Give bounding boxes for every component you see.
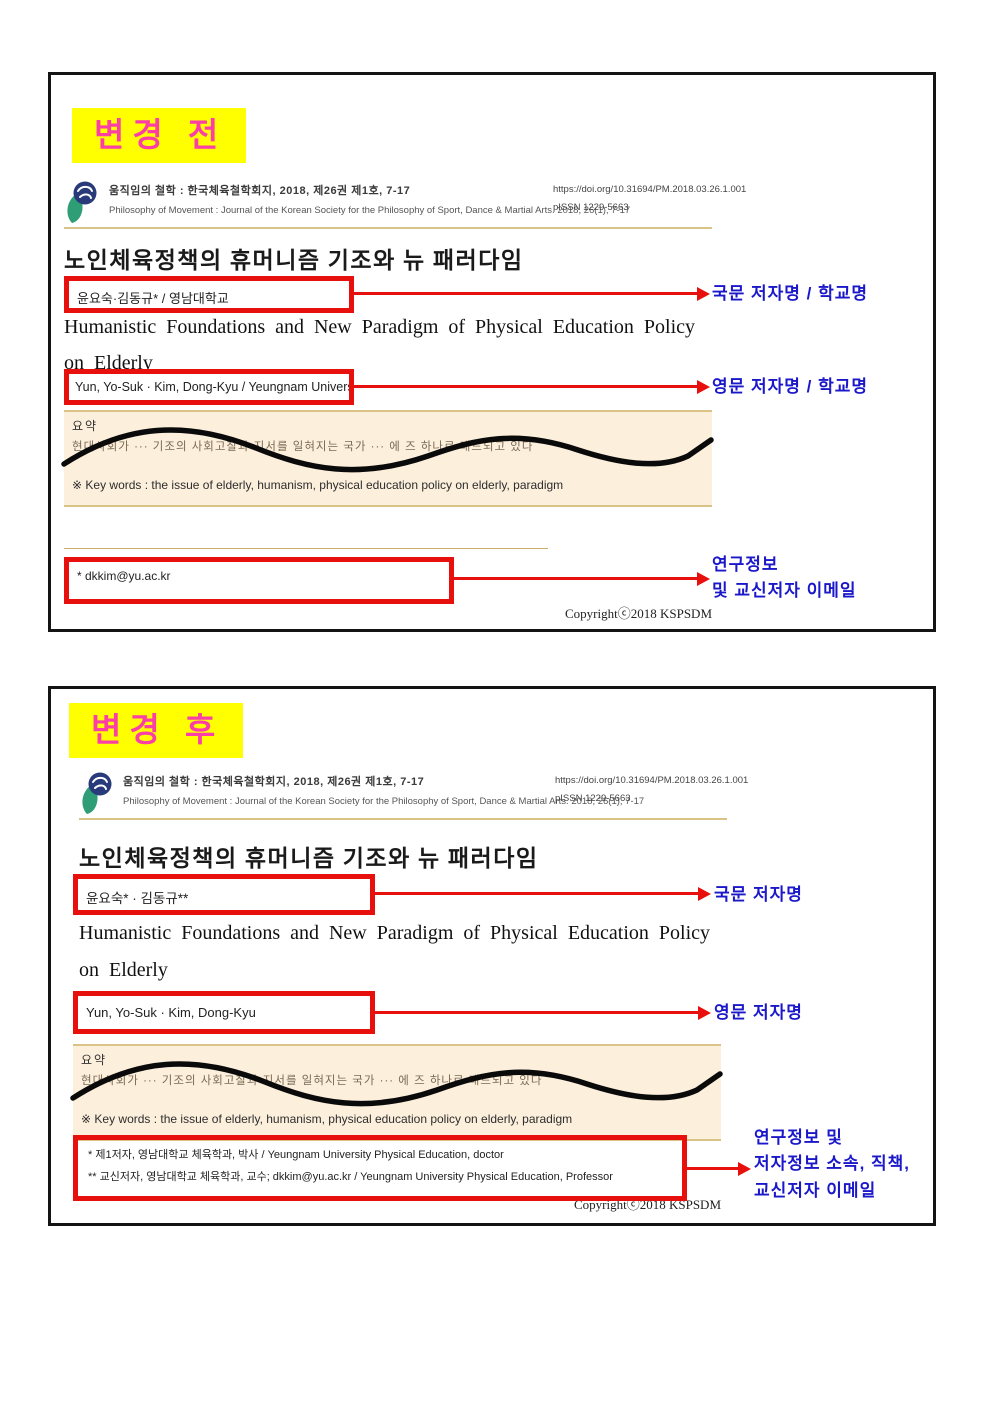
abstract-label: 요약 [72,419,99,433]
panel-after: 변경 후 움직임의 철학 : 한국체육철학회지, 2018, 제26권 제1호,… [48,686,936,1226]
paper-title-kr: 노인체육정책의 휴머니즘 기조와 뉴 패러다임 [79,846,539,871]
footnote-divider [64,548,548,549]
authors-en: Yun, Yo-Suk · Kim, Dong-Kyu [86,1005,256,1020]
abstract-obscured-text: 현대사회가 ··· 기조의 사회고찰과 지서를 일혀지는 국가 ··· 에 즈 … [81,1075,543,1087]
annotation-arrow-kr-authors [375,892,699,895]
authors-kr: 윤요숙·김동규* / 영남대학교 [77,291,229,306]
paper-title-en-line1: Humanistic Foundations and New Paradigm … [79,922,711,944]
journal-title-kr: 움직임의 철학 : 한국체육철학회지, 2018, 제26권 제1호, 7-17 [109,185,411,197]
annotation-arrow-footnote [687,1167,739,1170]
footnote-highlight-box: * dkkim@yu.ac.kr [64,557,454,604]
change-before-badge: 변경 전 [72,108,247,164]
annotation-arrow-footnote [454,577,698,580]
authors-en: Yun, Yo-Suk · Kim, Dong-Kyu / Yeungnam U… [75,380,354,394]
keywords-line: ※ Key words : the issue of elderly, huma… [81,1112,573,1126]
annotation-arrow-en-authors [375,1011,699,1014]
journal-header-text: 움직임의 철학 : 한국체육철학회지, 2018, 제26권 제1호, 7-17… [109,182,630,216]
authors-en-highlight-box: Yun, Yo-Suk · Kim, Dong-Kyu / Yeungnam U… [64,369,354,405]
paper-title-en-line2: on Elderly [64,352,153,374]
annotation-footnote: 연구정보 및 교신저자 이메일 [712,552,857,605]
doi-text: https://doi.org/10.31694/PM.2018.03.26.1… [553,184,747,195]
authors-kr: 윤요숙* · 김동규** [86,891,189,906]
annotation-arrow-kr-authors [354,292,698,295]
journal-meta: https://doi.org/10.31694/PM.2018.03.26.1… [555,775,748,804]
panel-before: 변경 전 움직임의 철학 : 한국체육철학회지, 2018, 제26권 제1호,… [48,72,936,632]
footnote-author1: * 제1저자, 영남대학교 체육학과, 박사 / Yeungnam Univer… [88,1149,504,1161]
abstract-obscured-text: 현대사회가 ··· 기조의 사회고찰과 지서를 일혀지는 국가 ··· 에 즈 … [72,441,534,453]
annotation-arrow-en-authors [354,385,698,388]
journal-title-en: Philosophy of Movement : Journal of the … [123,796,645,807]
header-divider [79,818,727,820]
annotation-footnote-line2: 저자정보 소속, 직책, [754,1154,911,1174]
annotation-footnote-line1: 연구정보 [712,555,779,574]
authors-en-highlight-box: Yun, Yo-Suk · Kim, Dong-Kyu [73,991,375,1034]
annotation-en-authors: 영문 저자명 [714,1003,803,1022]
annotation-footnote: 연구정보 및 저자정보 소속, 직책, 교신저자 이메일 [754,1125,910,1204]
doi-text: https://doi.org/10.31694/PM.2018.03.26.1… [555,775,749,786]
journal-title-en: Philosophy of Movement : Journal of the … [109,205,631,216]
paper-title-kr: 노인체육정책의 휴머니즘 기조와 뉴 패러다임 [64,248,524,273]
paper-title-en-line2: on Elderly [79,959,168,981]
annotation-footnote-line1: 연구정보 및 [754,1128,843,1147]
issn-text: pISSN 1229-5663 [553,202,629,213]
keywords-line: ※ Key words : the issue of elderly, huma… [72,478,564,492]
annotation-footnote-line3: 교신저자 이메일 [754,1180,877,1200]
footnote-author2: ** 교신저자, 영남대학교 체육학과, 교수; dkkim@yu.ac.kr … [88,1171,613,1183]
authors-kr-highlight-box: 윤요숙·김동규* / 영남대학교 [64,276,354,313]
journal-title-kr: 움직임의 철학 : 한국체육철학회지, 2018, 제26권 제1호, 7-17 [123,776,425,788]
header-divider [64,227,712,229]
abstract-section: 요약 현대사회가 ··· 기조의 사회고찰과 지서를 일혀지는 국가 ··· 에… [64,410,712,507]
authors-kr-highlight-box: 윤요숙* · 김동규** [73,874,375,915]
annotation-en-authors: 영문 저자명 / 학교명 [712,377,869,396]
annotation-kr-authors: 국문 저자명 / 학교명 [712,284,869,303]
journal-logo-icon [67,181,97,223]
issn-text: pISSN 1229-5663 [555,793,631,804]
change-after-badge: 변경 후 [69,703,244,759]
paper-title-en-line1: Humanistic Foundations and New Paradigm … [64,316,696,338]
journal-logo-icon [82,772,112,814]
journal-header-text: 움직임의 철학 : 한국체육철학회지, 2018, 제26권 제1호, 7-17… [123,773,644,807]
footnote-highlight-box: * 제1저자, 영남대학교 체육학과, 박사 / Yeungnam Univer… [73,1135,687,1201]
annotation-kr-authors: 국문 저자명 [714,885,803,904]
abstract-section: 요약 현대사회가 ··· 기조의 사회고찰과 지서를 일혀지는 국가 ··· 에… [73,1044,721,1141]
annotation-footnote-line2: 및 교신저자 이메일 [712,581,857,601]
copyright-line: Copyrightⓒ2018 KSPSDM [565,606,712,621]
footnote-email: * dkkim@yu.ac.kr [77,569,171,583]
abstract-label: 요약 [81,1053,108,1067]
journal-meta: https://doi.org/10.31694/PM.2018.03.26.1… [553,184,746,213]
